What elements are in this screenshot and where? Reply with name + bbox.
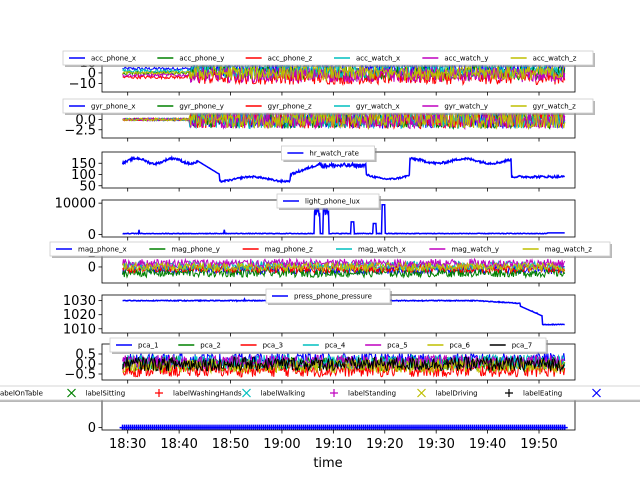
legend-entry: gyr_phone_y (179, 103, 224, 111)
legend-entry: gyr_phone_x (91, 103, 136, 111)
legend-entry: acc_watch_y (444, 55, 488, 63)
legend-3: hr_watch_rate (280, 145, 377, 162)
subplot-1: 100−10acc_phone_xacc_phone_yacc_phone_za… (62, 50, 595, 96)
legend-entry: pca_4 (325, 342, 346, 350)
x-tick-label: 19:50 (520, 437, 557, 452)
x-tick-label: 18:40 (160, 437, 197, 452)
legend-entry: labelWashingHands (173, 390, 242, 398)
series-line-hr-watch-rate (121, 155, 566, 184)
legend-marker (67, 388, 76, 398)
subplot-8: 0 18:30 18:40 18:50 19:00 19:10 19:20 19:30 19:4… (0, 385, 640, 452)
legend-entry: acc_phone_z (268, 55, 313, 63)
series-line-mag-phone-y (122, 266, 566, 280)
legend-entry: pca_1 (138, 342, 159, 350)
legend-entry: mag_watch_y (451, 246, 499, 254)
x-tick-label: 19:10 (315, 437, 352, 452)
subplot-7: 0.50.0−0.5 pca_1 pca_2 pca_3 pca_4 pca_5 pca_6… (64, 337, 576, 384)
y-tick-label: 0.0 (75, 358, 96, 373)
legend-entry: mag_watch_z (545, 246, 593, 254)
y-tick-label: 150 (71, 157, 96, 172)
legend-entry: labelEating (523, 390, 562, 398)
y-tick-label: 0 (88, 66, 96, 81)
y-tick-label: −2.5 (64, 123, 96, 138)
legend-entry: labelStanding (348, 390, 396, 398)
legend-1: acc_phone_x acc_phone_y acc_phone_z acc_wat… (62, 50, 595, 67)
y-tick-label: 0 (88, 421, 96, 436)
plot-area-4 (122, 203, 565, 236)
legend-entry: acc_phone_x (91, 55, 136, 63)
y-tick-label: 10000 (55, 197, 96, 212)
subplots: 100−10acc_phone_xacc_phone_yacc_phone_za… (0, 50, 640, 452)
y-tick-label: 0 (88, 228, 96, 243)
y-tick-label: 0 (88, 260, 96, 275)
legend-6: press_phone_pressure (265, 288, 392, 305)
y-tick-label: 1020 (63, 308, 96, 323)
legend-marker (592, 388, 601, 398)
legend-entry: mag_phone_z (265, 246, 313, 254)
legend-entry: mag_phone_y (171, 246, 220, 254)
y-tick-label: 100 (71, 168, 96, 183)
legend-entry: press_phone_pressure (294, 293, 372, 301)
subplot-2: 2.50.0−2.5gyr_phone_xgyr_phone_ygyr_phon… (62, 98, 595, 142)
legend-entry: gyr_watch_z (533, 103, 577, 111)
legend-entry: mag_watch_x (358, 246, 406, 254)
series-line-acc-watch-z (122, 64, 565, 82)
legend-entry: gyr_phone_z (268, 103, 312, 111)
legend-entry: pca_6 (449, 342, 470, 350)
y-tick-label: −10 (69, 77, 96, 92)
x-tick-label: 19:30 (417, 437, 454, 452)
x-tick-label: 18:50 (212, 437, 249, 452)
plot-area-7 (122, 351, 566, 379)
legend-entry: acc_watch_x (356, 55, 400, 63)
x-tick-label: 19:20 (366, 437, 403, 452)
y-tick-label: 1030 (63, 294, 96, 309)
y-tick-label: 0.0 (75, 113, 96, 128)
legend-entry: labelOnTable (0, 390, 43, 398)
legend-4: light_phone_lux (276, 193, 381, 210)
legend-2: gyr_phone_x gyr_phone_y gyr_phone_z gyr_wat… (62, 98, 595, 115)
legend-7: pca_1 pca_2 pca_3 pca_4 pca_5 pca_6 pca_7 (109, 337, 548, 354)
legend-entry: acc_watch_z (533, 55, 577, 63)
legend-entry: labelSitting (86, 390, 126, 398)
y-tick-label: 0.5 (75, 348, 96, 363)
legend-entry: gyr_watch_x (356, 103, 400, 111)
legend-marker (330, 389, 338, 397)
legend-entry: pca_5 (387, 342, 408, 350)
legend-entry: pca_7 (512, 342, 533, 350)
legend-marker (155, 389, 163, 397)
legend-5: mag_phone_x mag_phone_y mag_phone_z mag_wat… (49, 241, 612, 258)
legend-marker (417, 388, 426, 398)
legend-entry: labelDriving (436, 390, 478, 398)
series-line-pca-6 (122, 357, 566, 375)
subplot-4: 10000 0 light_phone_lux (55, 193, 576, 243)
series-line-gyr-watch-z (122, 109, 566, 131)
legend-entry: acc_phone_y (179, 55, 224, 63)
legend-entry: light_phone_lux (305, 198, 360, 206)
series-line-pca-7 (122, 355, 565, 373)
y-tick-label: 1010 (63, 322, 96, 337)
y-tick-label: 50 (79, 179, 96, 194)
x-tick-label: 19:00 (263, 437, 300, 452)
y-tick-label: −0.5 (64, 368, 96, 383)
legend-entry: labelWalking (261, 390, 306, 398)
plot-area-3 (121, 155, 566, 184)
legend-marker (505, 389, 513, 397)
x-tick-label: 18:30 (109, 437, 146, 452)
legend-entry: pca_3 (263, 342, 284, 350)
x-axis-label: time (313, 456, 342, 471)
legend-entry: pca_2 (200, 342, 221, 350)
series-line-light-phone-lux (122, 203, 565, 236)
legend-marker (242, 388, 251, 398)
legend-entry: gyr_watch_y (444, 103, 488, 111)
subplot-5: 20mag_phone_xmag_phone_ymag_phone_zmag_w… (49, 241, 612, 287)
series-line-mag-watch-z (122, 260, 566, 274)
plot-area-5 (122, 257, 566, 280)
legend-entry: mag_phone_x (78, 246, 127, 254)
x-tick-label: 19:40 (469, 437, 506, 452)
legend-entry: hr_watch_rate (309, 150, 359, 158)
legend-8: labelOnTable labelSitting labelWashingHand… (0, 385, 640, 402)
